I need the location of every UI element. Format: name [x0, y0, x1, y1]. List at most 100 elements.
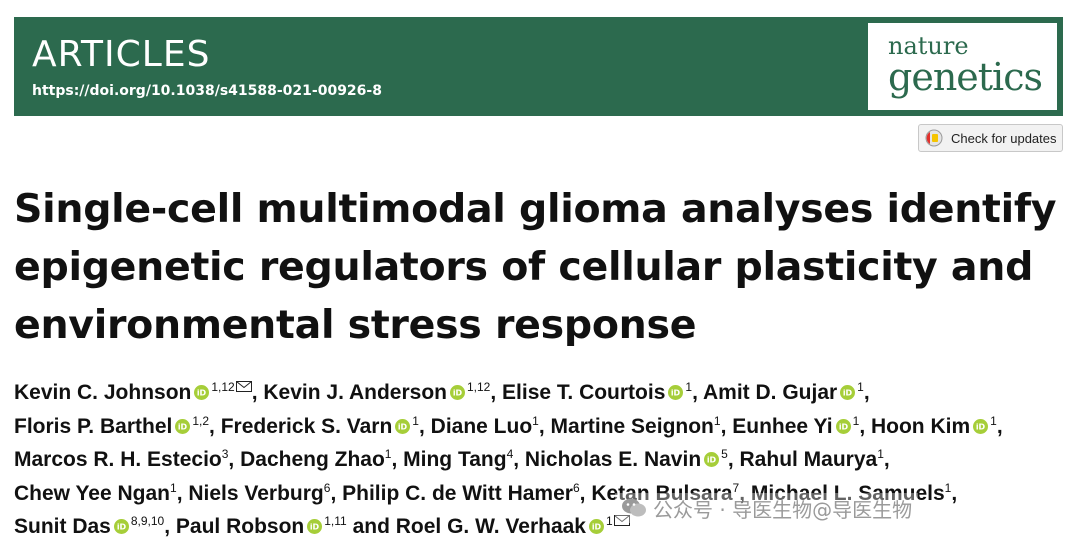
section-label: ARTICLES: [32, 34, 211, 75]
affiliation-superscript: 1: [412, 413, 419, 428]
author-name[interactable]: Marcos R. H. Estecio: [14, 448, 222, 471]
orcid-icon[interactable]: iD: [840, 385, 856, 400]
title-line: epigenetic regulators of cellular plasti…: [14, 244, 1034, 290]
author-separator: ,: [579, 481, 592, 505]
author-line: Kevin C. Johnson iD 1,12, Kevin J. Anderso…: [14, 376, 1069, 410]
email-icon[interactable]: [235, 381, 252, 392]
orcid-icon[interactable]: iD: [668, 385, 684, 400]
author-conjunction: and: [352, 515, 396, 538]
check-updates-icon: [925, 129, 943, 147]
author-name[interactable]: Nicholas E. Navin: [524, 448, 702, 471]
orcid-icon[interactable]: iD: [307, 519, 323, 534]
author-separator: ,: [251, 381, 264, 404]
affiliation-superscript: 1: [857, 380, 864, 394]
author-separator: ,: [490, 381, 503, 404]
author-separator: ,: [176, 481, 189, 505]
author-name[interactable]: Kevin J. Anderson: [263, 381, 447, 404]
author-separator: ,: [692, 381, 703, 404]
orcid-icon[interactable]: iD: [175, 418, 191, 434]
author-name[interactable]: Martine Seignon: [550, 414, 714, 438]
author-name[interactable]: Kevin C. Johnson: [14, 381, 192, 404]
author-name[interactable]: Ketan Bulsara: [591, 481, 733, 505]
orcid-icon[interactable]: iD: [588, 519, 604, 534]
svg-text:iD: iD: [976, 422, 986, 431]
svg-text:iD: iD: [398, 422, 408, 431]
author-line: Floris P. Barthel iD 1,2, Frederick S. Var…: [14, 410, 1069, 444]
affiliation-superscript: 6: [572, 480, 580, 495]
orcid-icon[interactable]: iD: [835, 418, 851, 434]
svg-text:iD: iD: [178, 422, 188, 431]
author-name[interactable]: Paul Robson: [175, 515, 305, 538]
check-for-updates-button[interactable]: Check for updates: [918, 124, 1063, 152]
author-name[interactable]: Elise T. Courtois: [502, 381, 666, 404]
affiliation-superscript: 1: [532, 413, 539, 428]
author-name[interactable]: Sunit Das: [14, 515, 111, 538]
affiliation-superscript: 1,12: [211, 380, 235, 394]
author-line: Marcos R. H. Estecio3, Dacheng Zhao 1, Mi…: [14, 443, 1069, 477]
journal-logo-line2: genetics: [888, 55, 1043, 99]
author-name[interactable]: Michael L. Samuels: [750, 481, 945, 505]
author-name[interactable]: Niels Verburg: [188, 481, 324, 505]
author-separator: ,: [418, 414, 431, 438]
author-separator: ,: [391, 448, 404, 471]
wechat-icon: [622, 498, 646, 517]
orcid-icon[interactable]: iD: [704, 452, 720, 467]
author-name[interactable]: Chew Yee Ngan: [14, 481, 171, 505]
orcid-icon[interactable]: iD: [113, 519, 129, 534]
author-separator: ,: [859, 414, 871, 438]
author-name[interactable]: Eunhee Yi: [732, 414, 833, 438]
author-separator: ,: [951, 481, 958, 505]
author-list: Kevin C. Johnson iD 1,12, Kevin J. Anderso…: [14, 376, 1069, 544]
author-line: Sunit Das iD 8,9,10, Paul Robson iD 1,11 and…: [14, 510, 1069, 544]
author-name[interactable]: Philip C. de Witt Hamer: [342, 481, 573, 505]
orcid-icon[interactable]: iD: [194, 385, 210, 400]
article-title: Single-cell multimodal glioma analyses i…: [14, 180, 1064, 354]
affiliation-superscript: 3: [221, 447, 229, 461]
svg-text:iD: iD: [310, 523, 320, 532]
title-line: Single-cell multimodal glioma analyses i…: [14, 186, 1057, 232]
author-separator: ,: [538, 414, 551, 438]
author-name[interactable]: Floris P. Barthel: [14, 414, 173, 438]
affiliation-superscript: 1,12: [467, 380, 491, 394]
author-name[interactable]: Diane Luo: [430, 414, 533, 438]
affiliation-superscript: 1: [852, 413, 860, 428]
author-name[interactable]: Hoon Kim: [870, 414, 971, 438]
orcid-icon[interactable]: iD: [395, 418, 411, 434]
affiliation-superscript: 1: [944, 480, 952, 495]
author-separator: ,: [330, 481, 343, 505]
author-name[interactable]: Frederick S. Varn: [220, 414, 393, 438]
affiliation-superscript: 1: [685, 380, 693, 394]
affiliation-superscript: 1: [877, 447, 884, 461]
doi-link[interactable]: https://doi.org/10.1038/s41588-021-00926…: [32, 83, 382, 99]
svg-text:iD: iD: [117, 523, 127, 532]
check-for-updates-label: Check for updates: [951, 130, 1057, 146]
author-separator: ,: [996, 414, 1003, 438]
svg-text:iD: iD: [592, 523, 602, 532]
affiliation-superscript: 1: [990, 413, 997, 428]
svg-text:iD: iD: [671, 389, 681, 398]
svg-text:iD: iD: [843, 389, 853, 398]
author-separator: ,: [164, 515, 176, 538]
affiliation-superscript: 7: [732, 480, 740, 495]
author-name[interactable]: Amit D. Gujar: [702, 381, 838, 404]
author-separator: ,: [209, 414, 221, 438]
watermark-text: 公众号 · 导医生物@导医生物: [653, 497, 913, 522]
email-icon[interactable]: [613, 515, 630, 526]
svg-text:iD: iD: [838, 422, 848, 431]
watermark: 公众号 · 导医生物@导医生物: [615, 493, 919, 523]
author-separator: ,: [739, 481, 751, 505]
author-name[interactable]: Rahul Maurya: [739, 448, 878, 471]
svg-text:iD: iD: [707, 456, 717, 465]
author-name[interactable]: Dacheng Zhao: [240, 448, 385, 471]
affiliation-superscript: 8,9,10: [130, 514, 165, 528]
author-separator: ,: [513, 448, 525, 471]
journal-logo-line1: nature: [888, 32, 969, 60]
orcid-icon[interactable]: iD: [973, 418, 989, 434]
svg-text:iD: iD: [197, 389, 207, 398]
author-name[interactable]: Roel G. W. Verhaak: [395, 515, 586, 538]
author-name[interactable]: Ming Tang: [403, 448, 507, 471]
journal-logo[interactable]: nature genetics: [868, 23, 1057, 110]
affiliation-superscript: 6: [323, 480, 331, 495]
affiliation-superscript: 1,11: [324, 514, 347, 528]
orcid-icon[interactable]: iD: [450, 385, 465, 400]
